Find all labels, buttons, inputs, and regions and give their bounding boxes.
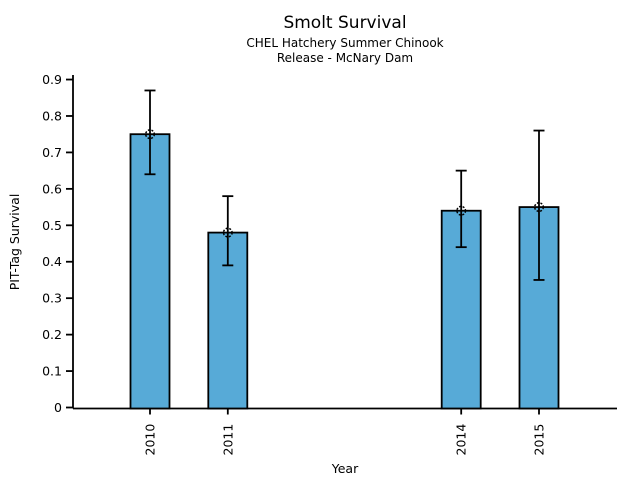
y-tick-label: 0.9 — [42, 72, 62, 87]
y-axis-label: PIT-Tag Survival — [7, 194, 22, 291]
x-tick-label-2015: 2015 — [532, 424, 547, 456]
x-axis-label: Year — [331, 461, 359, 476]
x-tick-label-2014: 2014 — [454, 424, 469, 456]
bar-top-marker — [144, 129, 156, 140]
y-tick-label: 0.4 — [42, 254, 62, 269]
chart-title: Smolt Survival — [283, 13, 406, 33]
bar-top-marker — [456, 205, 467, 216]
y-tick-label: 0.1 — [42, 364, 62, 379]
y-tick-label: 0.5 — [42, 218, 62, 233]
y-tick-label: 0.6 — [42, 181, 62, 196]
y-tick-label: 0.3 — [42, 291, 62, 306]
y-tick-label: 0.2 — [42, 327, 62, 342]
x-tick-label-2011: 2011 — [220, 424, 235, 456]
chart-subtitle-line1: CHEL Hatchery Summer Chinook — [246, 36, 443, 50]
y-tick-label: 0.8 — [42, 108, 62, 123]
y-tick-label: 0 — [54, 400, 62, 415]
bar-top-marker — [222, 227, 233, 238]
x-tick-label-2010: 2010 — [143, 424, 158, 456]
bar-top-marker — [533, 202, 545, 213]
bar-2010 — [129, 133, 171, 410]
chart-subtitle-line2: Release - McNary Dam — [277, 51, 413, 65]
plot-area: 0 0.1 0.2 0.3 0.4 0.5 0.6 0.7 0.8 0.9 2010 2011 2014… — [42, 72, 617, 456]
y-tick-label: 0.7 — [42, 145, 62, 160]
